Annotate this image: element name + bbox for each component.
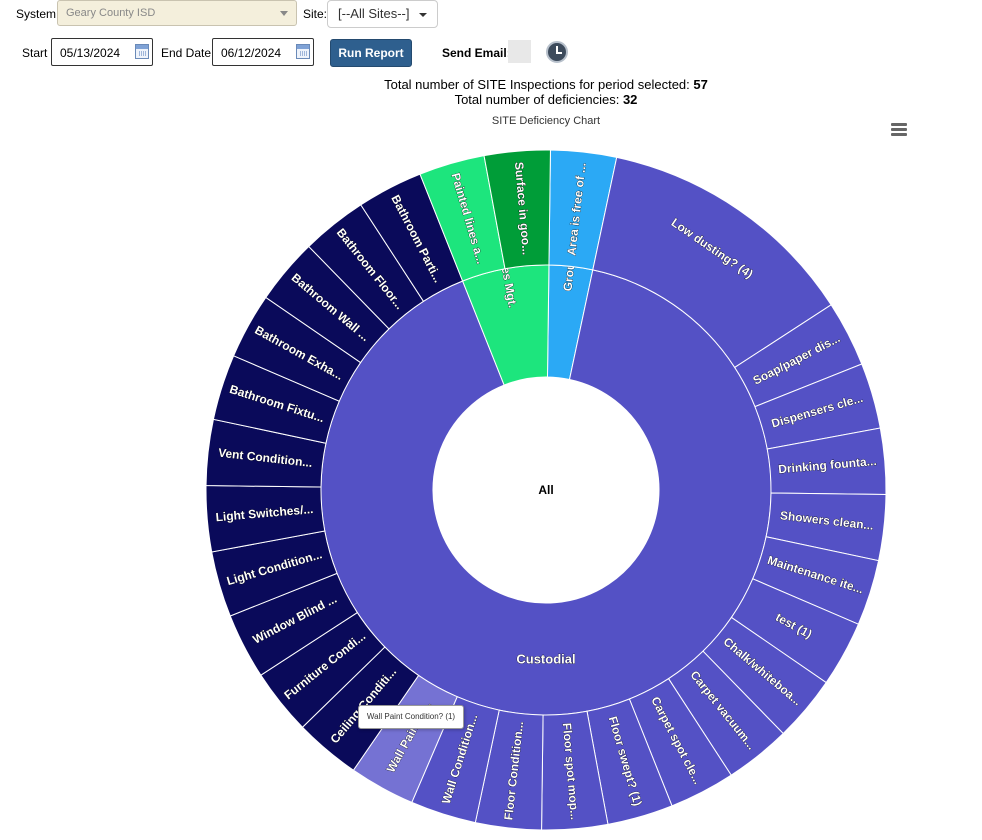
outer-segment[interactable]	[483, 149, 551, 270]
deficiencies-text: Total number of deficiencies:	[454, 92, 620, 107]
site-select[interactable]: [--All Sites--]	[327, 0, 438, 28]
system-select-value: Geary County ISD	[66, 7, 156, 19]
end-date-value: 06/12/2024	[221, 46, 282, 60]
chevron-down-icon	[419, 13, 427, 17]
menu-icon[interactable]	[891, 123, 907, 137]
run-report-button[interactable]: Run Report	[330, 39, 412, 67]
chart-title: SITE Deficiency Chart	[491, 115, 601, 127]
calendar-icon[interactable]	[296, 44, 310, 59]
start-date-value: 05/13/2024	[60, 46, 121, 60]
system-label: System:	[16, 7, 60, 21]
inspections-count: 57	[693, 77, 708, 92]
inspections-summary: Total number of SITE Inspections for per…	[0, 77, 982, 92]
chart-tooltip: Wall Paint Condition? (1)	[358, 705, 464, 729]
inner-label-custodial: Custodial	[516, 651, 575, 666]
deficiencies-summary: Total number of deficiencies: 32	[0, 92, 982, 107]
calendar-icon[interactable]	[135, 44, 149, 59]
outer-ring: Area is free of ... Low dusting? (4)Soap/…	[205, 149, 887, 831]
start-date-input[interactable]: 05/13/2024	[51, 38, 153, 66]
send-email-label: Send Email:	[442, 46, 511, 60]
start-label: Start	[22, 46, 48, 60]
clock-icon[interactable]	[546, 41, 568, 63]
site-select-value: [--All Sites--]	[338, 6, 410, 21]
center-label: All	[538, 483, 553, 497]
center-hole	[433, 377, 659, 603]
inspections-text: Total number of SITE Inspections for per…	[384, 77, 690, 92]
end-date-input[interactable]: 06/12/2024	[212, 38, 314, 66]
system-select[interactable]: Geary County ISD	[57, 0, 297, 26]
end-date-label: End Date	[161, 46, 212, 60]
chevron-down-icon	[280, 11, 288, 16]
deficiencies-count: 32	[622, 92, 638, 107]
send-email-checkbox[interactable]	[508, 40, 531, 63]
site-label: Site:	[303, 7, 328, 21]
